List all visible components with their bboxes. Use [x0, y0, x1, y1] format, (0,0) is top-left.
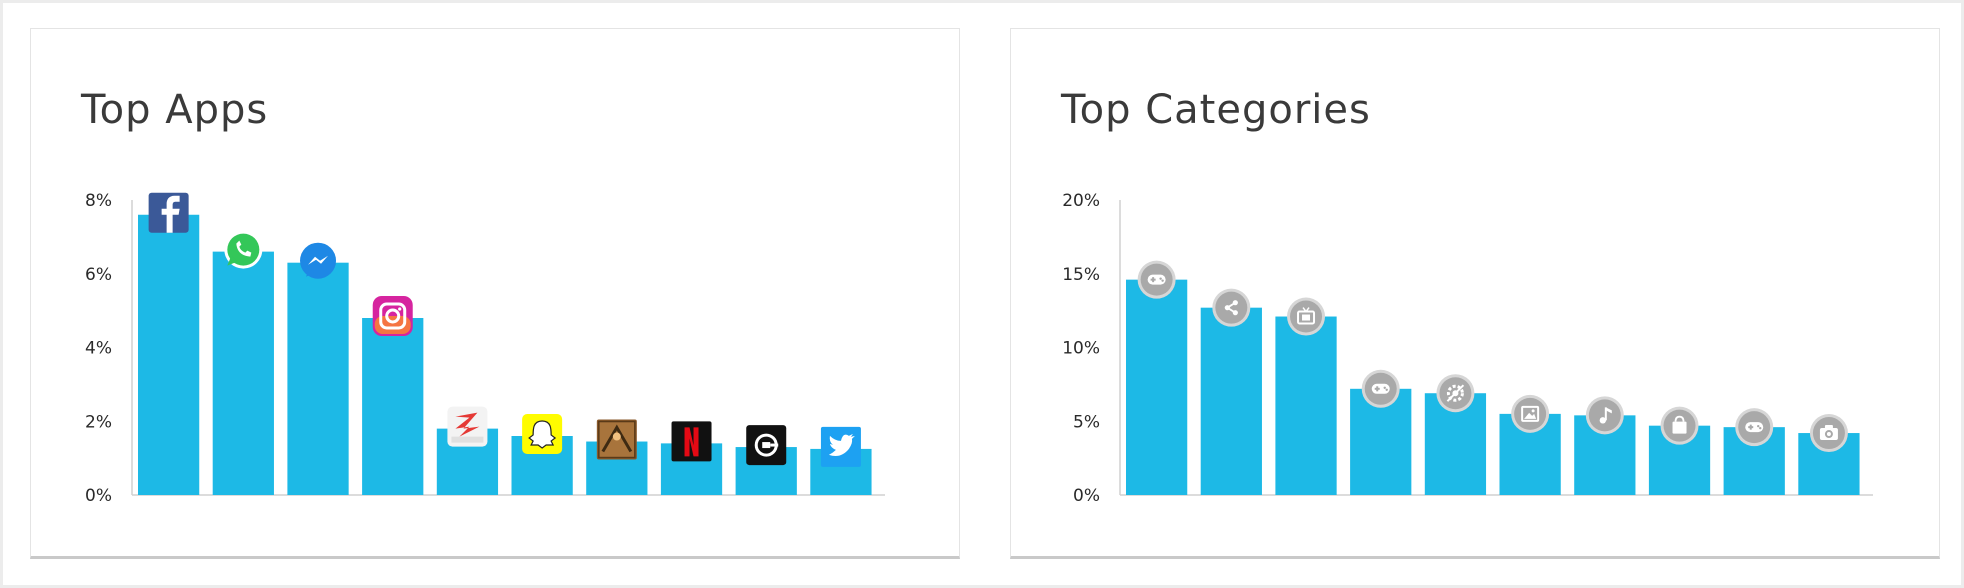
messenger-icon: [300, 242, 337, 279]
facebook-icon: [148, 192, 189, 233]
top-categories-card: Top Categories 0% 5% 10% 15% 20%: [1010, 28, 1940, 559]
camera-icon: [1809, 414, 1848, 453]
gamepad-icon: [1361, 369, 1400, 408]
twitter-icon: [820, 426, 861, 467]
y-tick-label: 20%: [1062, 191, 1100, 211]
y-tick-label: 5%: [1073, 412, 1100, 432]
share-icon: [1212, 288, 1251, 327]
netflix-icon: [671, 421, 712, 462]
y-tick-label: 2%: [85, 412, 112, 432]
settings-icon: [1436, 374, 1475, 413]
bar-facebook: [138, 214, 200, 495]
y-tick-label: 6%: [85, 265, 112, 285]
y-tick-label: 0%: [85, 486, 112, 506]
y-tick-label: 15%: [1062, 265, 1100, 285]
top-apps-chart: 0% 2% 4% 6% 8%: [85, 191, 885, 506]
y-tick-label: 8%: [85, 191, 112, 211]
gamepad-icon: [1735, 408, 1774, 447]
y-tick-label: 0%: [1073, 486, 1100, 506]
top-categories-chart: 0% 5% 10% 15% 20%: [1062, 191, 1873, 506]
instagram-icon: [372, 296, 413, 336]
shopping-bag-icon: [1660, 406, 1699, 445]
bar-instagram: [362, 318, 424, 495]
bar-social: [1200, 307, 1262, 495]
card-title: Top Categories: [1061, 87, 1371, 133]
music-icon: [1585, 396, 1624, 435]
whatsapp-icon: [224, 230, 263, 269]
game-app-icon: [596, 419, 637, 460]
snapchat-icon: [522, 414, 563, 454]
gamepad-icon: [1137, 260, 1176, 299]
bar-games: [1126, 279, 1188, 495]
y-tick-label: 4%: [85, 339, 112, 359]
bar-entertainment: [1275, 316, 1337, 495]
image-icon: [1511, 394, 1550, 433]
y-tick-label: 10%: [1062, 339, 1100, 359]
tv-icon: [1287, 297, 1326, 336]
bar-messenger: [287, 262, 349, 495]
card-title: Top Apps: [81, 87, 269, 133]
page-frame: Top Apps 0% 2% 4% 6% 8% Top Categories 0% 5% 1…: [3, 3, 1961, 585]
top-apps-card: Top Apps 0% 2% 4% 6% 8%: [30, 28, 960, 559]
bar-whatsapp: [212, 251, 274, 495]
zapya-icon: [447, 406, 488, 447]
uber-icon: [746, 425, 787, 466]
